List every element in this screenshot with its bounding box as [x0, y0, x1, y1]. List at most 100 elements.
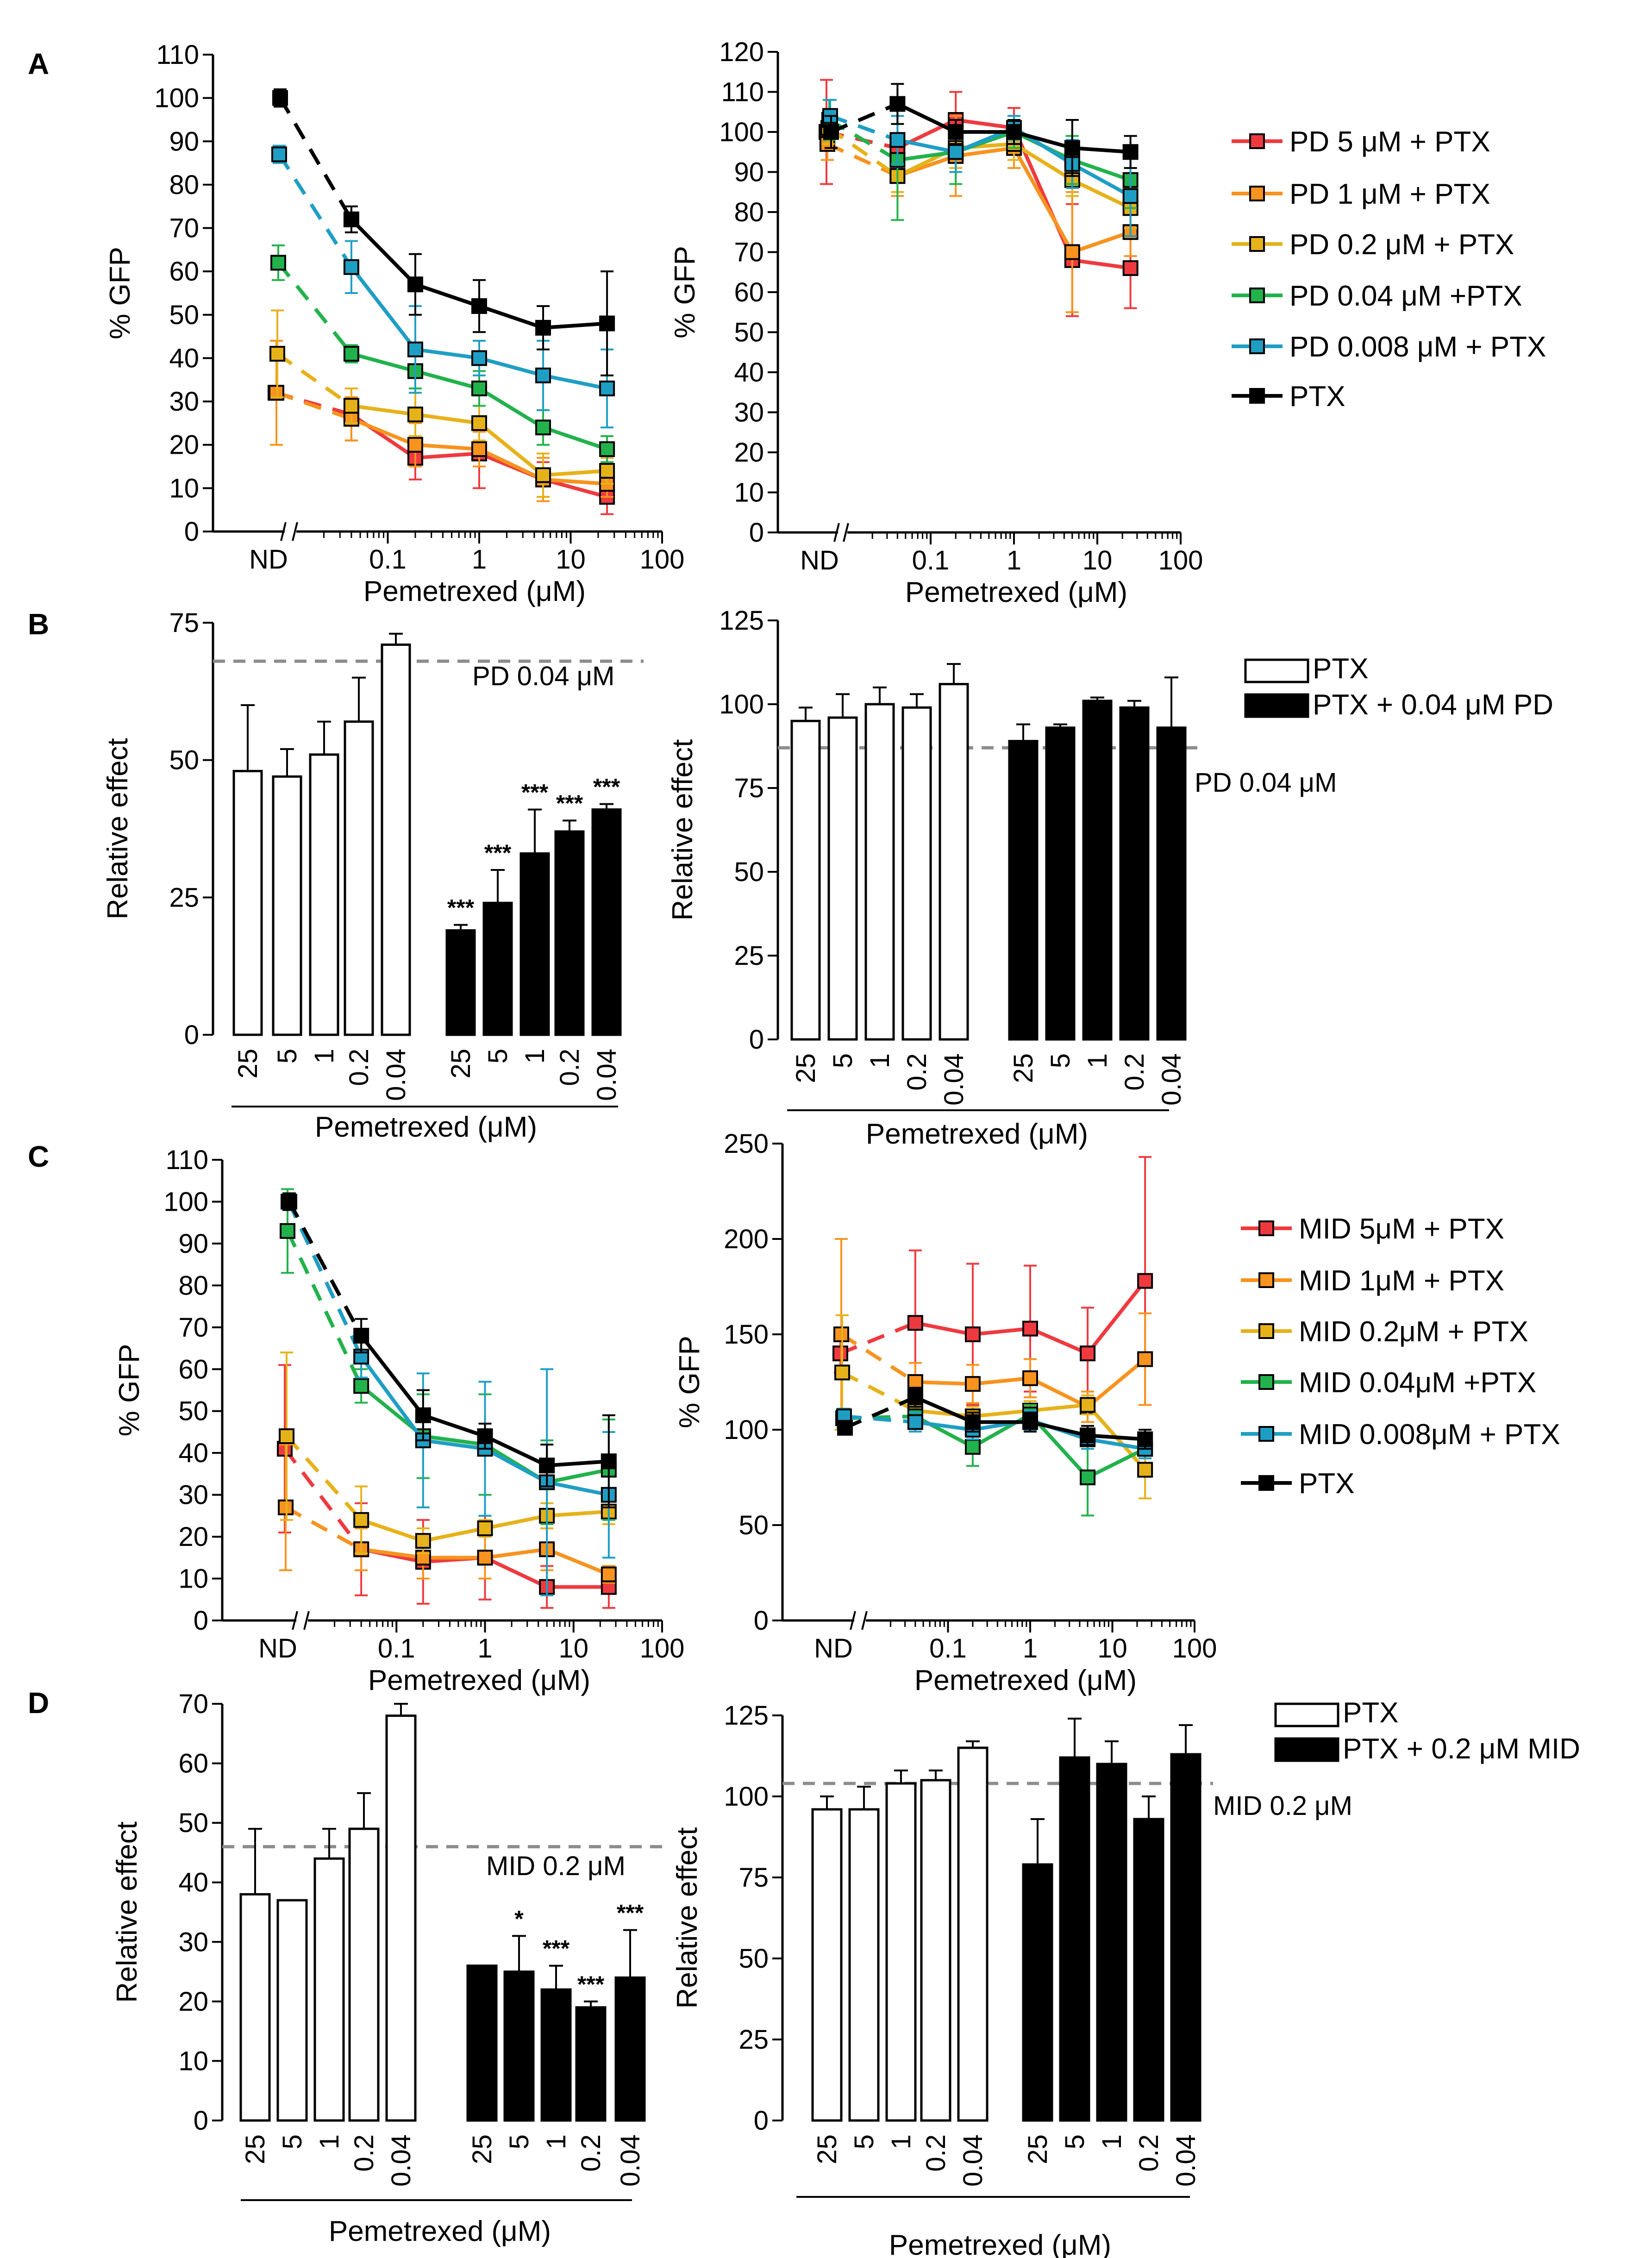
data-point — [599, 463, 615, 479]
legend-label: PD 0.2 μM + PTX — [1289, 229, 1514, 261]
y-axis-title: % GFP — [113, 1344, 145, 1437]
legend-label: PTX — [1299, 1468, 1355, 1500]
series-dash — [276, 261, 353, 355]
legend-marker — [1258, 1220, 1274, 1236]
bar-ptx-0.2 — [901, 706, 932, 1041]
legend-swatch-open — [1274, 1702, 1339, 1727]
y-tick-label: 70 — [734, 238, 764, 268]
data-point — [599, 441, 615, 457]
data-point — [1080, 1470, 1096, 1485]
legend-marker — [1249, 338, 1265, 354]
x-tick-label: 25 — [233, 1049, 263, 1079]
series-dash — [283, 1447, 363, 1551]
series-dash — [285, 1435, 363, 1521]
x-tick-label: 100 — [640, 1633, 685, 1664]
y-tick-label: 40 — [169, 343, 199, 373]
significance-stars: *** — [556, 790, 583, 816]
x-tick-label: 5 — [1060, 2134, 1090, 2149]
y-tick-label: 110 — [166, 1145, 208, 1175]
data-point — [964, 1414, 981, 1430]
data-point — [272, 90, 288, 106]
y-tick-label: 50 — [169, 300, 199, 330]
y-tick-label: 75 — [738, 1863, 769, 1893]
bar-combo-1 — [1082, 700, 1113, 1041]
y-tick-label: 200 — [724, 1224, 769, 1254]
x-tick-label: 5 — [504, 2134, 534, 2149]
bar-combo-1 — [519, 852, 550, 1036]
bar-ptx-1 — [864, 703, 895, 1041]
significance-stars: *** — [577, 1971, 605, 1997]
x-tick-label: 25 — [791, 1053, 821, 1083]
bar-combo-0.2 — [1133, 1818, 1164, 2122]
y-tick-label: 30 — [178, 1480, 208, 1510]
data-point — [1137, 1273, 1153, 1289]
x-tick-label: 1 — [865, 1053, 895, 1068]
data-point — [1022, 1370, 1038, 1386]
x-axis-title: Pemetrexed (μM) — [368, 1664, 590, 1696]
x-axis-title: Pemetrexed (μM) — [905, 576, 1127, 608]
x-tick-label: 1 — [520, 1049, 550, 1063]
y-tick-label: 90 — [169, 126, 199, 156]
bar-ptx-1 — [313, 1857, 345, 2122]
y-tick-label: 50 — [734, 318, 764, 348]
data-point — [964, 1326, 981, 1342]
legend-marker — [1249, 186, 1265, 201]
data-point — [599, 315, 615, 332]
y-tick-label: 0 — [754, 2106, 769, 2136]
reference-label: MID 0.2 μM — [1213, 1791, 1352, 1821]
bar-combo-5 — [1059, 1756, 1090, 2122]
data-point — [471, 381, 487, 396]
y-tick-label: 125 — [719, 606, 764, 636]
bar-combo-5 — [482, 901, 513, 1036]
bar-combo-5 — [503, 1970, 535, 2122]
reference-label: PD 0.04 μM — [1195, 768, 1337, 798]
axis-break — [292, 1611, 298, 1630]
x-tick-label: 0.1 — [369, 544, 407, 575]
y-tick-label: 20 — [178, 1987, 208, 2017]
y-axis-title: Relative effect — [102, 738, 134, 919]
axis-break — [843, 523, 849, 542]
data-point — [1122, 188, 1139, 204]
y-tick-label: 75 — [734, 773, 764, 803]
bar-ptx-1 — [885, 1782, 917, 2122]
legend-marker — [1249, 133, 1265, 149]
y-tick-label: 100 — [154, 83, 199, 113]
axis-break — [303, 1611, 310, 1630]
bar-ptx-25 — [811, 1808, 843, 2122]
axis-break — [850, 1611, 856, 1630]
bar-combo-0.04 — [614, 1976, 646, 2122]
significance-stars: *** — [543, 1936, 570, 1962]
y-tick-label: 0 — [184, 1020, 199, 1050]
series-4 — [271, 144, 615, 429]
x-tick-label: 0.2 — [921, 2134, 951, 2172]
x-tick-label: 0.2 — [1120, 1053, 1150, 1091]
data-point — [343, 398, 359, 414]
legend-marker — [1258, 1323, 1274, 1339]
data-point — [471, 350, 487, 366]
y-tick-label: 20 — [169, 430, 199, 460]
bar-combo-0.2 — [1119, 706, 1150, 1041]
y-axis-title: % GFP — [674, 1336, 706, 1428]
y-tick-label: 110 — [156, 40, 199, 70]
y-tick-label: 0 — [749, 518, 764, 548]
x-tick-label: 5 — [828, 1053, 858, 1068]
bar-combo-25 — [466, 1964, 498, 2122]
y-tick-label: 50 — [178, 1396, 208, 1426]
x-tick-label-nd: ND — [258, 1633, 297, 1664]
series-dash — [844, 1414, 916, 1424]
data-point — [415, 1407, 431, 1423]
data-point — [837, 1420, 853, 1436]
data-point — [948, 144, 964, 160]
x-tick-label: 5 — [272, 1049, 302, 1063]
x-tick-label: 1 — [314, 2134, 344, 2149]
y-axis-title: Relative effect — [671, 1827, 703, 2009]
x-tick-label: 0.04 — [615, 2134, 645, 2187]
x-tick-label-nd: ND — [814, 1633, 853, 1664]
x-tick-label: 0.04 — [958, 2134, 988, 2187]
y-tick-label: 40 — [178, 1868, 208, 1898]
data-point — [271, 146, 287, 163]
y-axis-title: % GFP — [104, 247, 136, 339]
